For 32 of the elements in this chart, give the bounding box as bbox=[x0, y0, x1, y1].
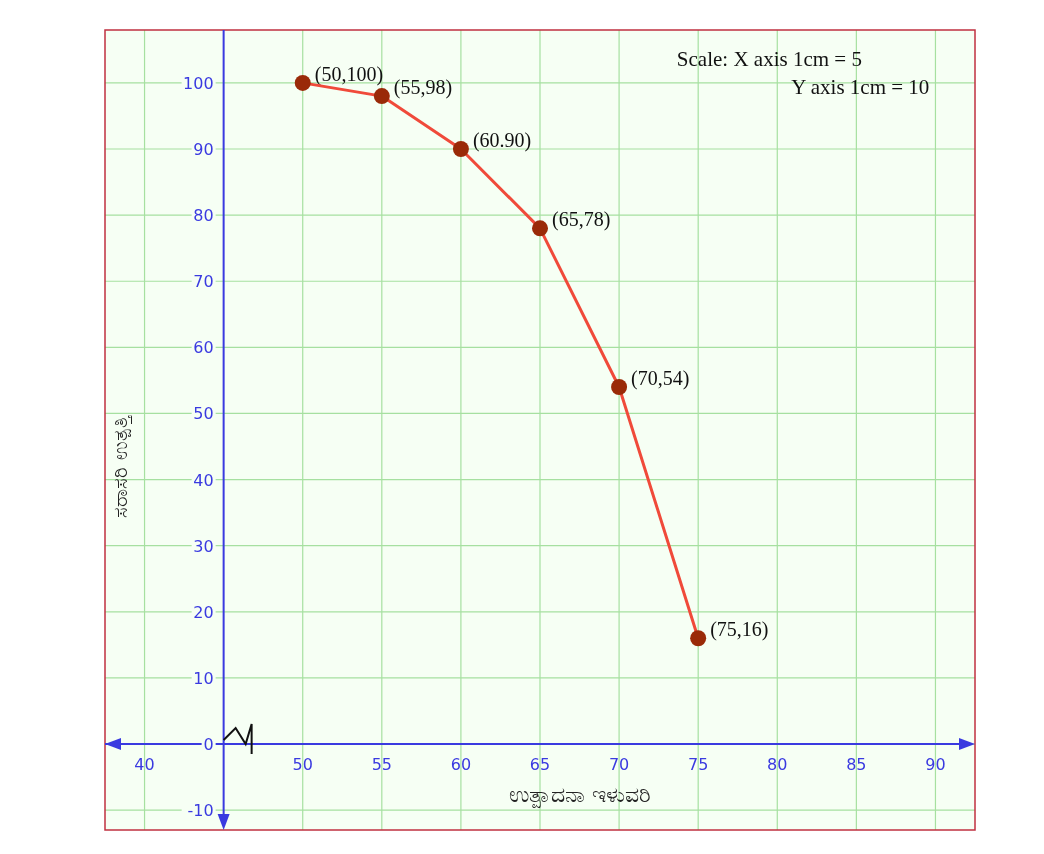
x-tick-label: 90 bbox=[925, 755, 946, 775]
y-axis-title: ಸರಾಸರಿ ಉತ್ಪತ್ತಿ bbox=[108, 414, 132, 518]
annotation: (65,78) bbox=[552, 208, 611, 232]
x-tick-label: 65 bbox=[529, 755, 551, 775]
annotation: Scale: X axis 1cm = 5 bbox=[676, 47, 862, 71]
annotation: (60.90) bbox=[472, 129, 532, 153]
annotation: (75,16) bbox=[710, 618, 769, 642]
y-tick-label: 40 bbox=[193, 470, 214, 490]
x-tick-label: 55 bbox=[371, 755, 392, 775]
x-tick-label: 75 bbox=[688, 755, 709, 775]
y-tick-label: 20 bbox=[193, 602, 214, 622]
y-tick-label: 30 bbox=[193, 536, 214, 556]
y-tick-label: 100 bbox=[183, 73, 214, 93]
y-tick-label: 0 bbox=[203, 735, 214, 755]
annotation: Y axis 1cm = 10 bbox=[791, 75, 930, 99]
y-tick-label: 70 bbox=[193, 272, 214, 292]
x-tick-label: 40 bbox=[134, 755, 155, 775]
annotation: (55,98) bbox=[393, 76, 453, 100]
x-tick-label: 70 bbox=[608, 755, 630, 775]
annotation: (70,54) bbox=[631, 367, 690, 391]
y-tick-label: 90 bbox=[193, 140, 214, 160]
x-tick-label: 60 bbox=[450, 755, 472, 775]
x-axis-title: ಉತ್ಪಾದನಾ ಇಳುವರಿ bbox=[508, 782, 651, 810]
y-tick-label: 50 bbox=[193, 404, 214, 424]
y-tick-label: 60 bbox=[193, 338, 214, 358]
y-tick-label: 10 bbox=[193, 668, 214, 688]
x-tick-label: 85 bbox=[846, 755, 867, 775]
y-tick-label: 80 bbox=[193, 206, 214, 226]
x-tick-label: 50 bbox=[292, 755, 313, 775]
x-tick-label: 80 bbox=[767, 755, 788, 775]
annotation: (50,100) bbox=[314, 62, 384, 86]
y-tick-label: -10 bbox=[187, 801, 214, 821]
